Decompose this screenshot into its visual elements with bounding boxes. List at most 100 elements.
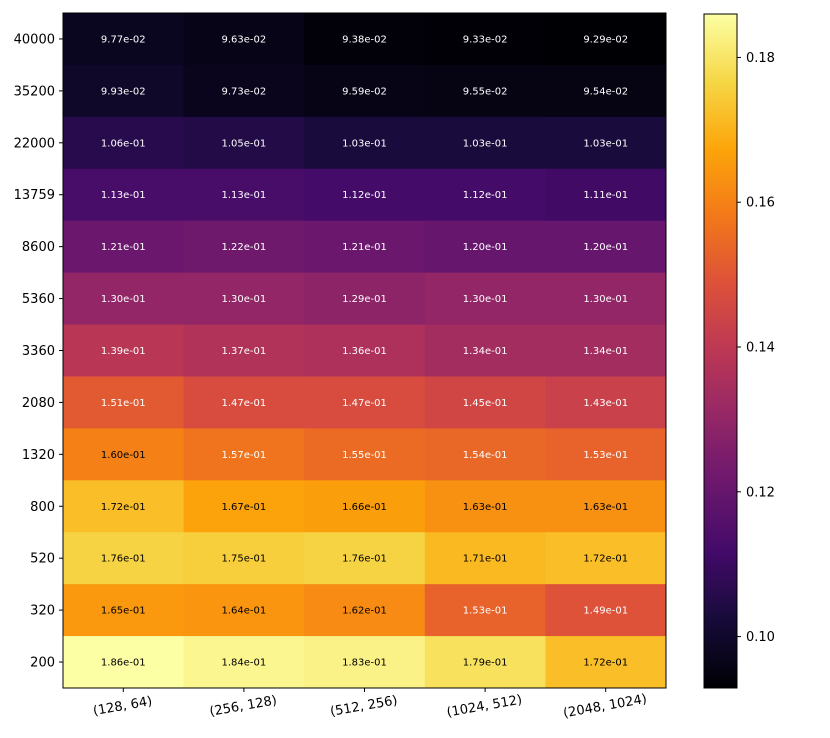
- heatmap-cell: [545, 584, 666, 637]
- colorbar-tick-label: 0.12: [746, 485, 775, 500]
- y-tick-label: 1320: [22, 448, 55, 463]
- heatmap-cell: [63, 168, 185, 222]
- heatmap-cell: [545, 376, 666, 429]
- cell-value-label: 1.03e-01: [342, 138, 387, 149]
- colorbar-tick-label: 0.14: [746, 341, 775, 356]
- heatmap-cell: [424, 532, 546, 585]
- colorbar-tick-label: 0.16: [746, 196, 775, 211]
- cell-value-label: 1.53e-01: [583, 450, 628, 461]
- cell-value-label: 1.22e-01: [222, 242, 267, 253]
- cell-value-label: 1.67e-01: [222, 502, 267, 513]
- cell-value-label: 1.75e-01: [222, 554, 267, 565]
- cell-value-label: 1.39e-01: [101, 346, 146, 357]
- cell-value-label: 1.72e-01: [583, 554, 628, 565]
- cell-value-label: 1.30e-01: [463, 294, 508, 305]
- cell-value-label: 1.53e-01: [463, 606, 508, 617]
- heatmap-cell: [63, 116, 185, 170]
- colorbar-tick-label: 0.10: [746, 630, 775, 645]
- cell-value-label: 9.59e-02: [342, 86, 387, 97]
- heatmap-cell: [545, 116, 666, 170]
- cell-value-label: 1.54e-01: [463, 450, 508, 461]
- heatmap-cell: [545, 636, 666, 688]
- heatmap-cell: [304, 636, 426, 688]
- heatmap-cell: [183, 116, 305, 170]
- cell-value-label: 1.47e-01: [342, 398, 387, 409]
- x-tick-label: (256, 128): [208, 693, 278, 720]
- colorbar-axis: 0.10 0.12 0.14 0.16 0.18: [737, 51, 775, 645]
- cell-value-label: 1.43e-01: [583, 398, 628, 409]
- y-tick-label: 200: [30, 656, 55, 671]
- cell-value-label: 1.60e-01: [101, 450, 146, 461]
- heatmap-cell: [424, 64, 546, 118]
- heatmap-cell: [183, 324, 305, 378]
- heatmap-cell: [304, 480, 426, 533]
- y-tick-label: 8600: [22, 240, 55, 255]
- y-axis: 40000 35200 22000 13759 8600 5360 3360 2080 1320…: [14, 32, 63, 671]
- heatmap-cell: [424, 168, 546, 222]
- cell-value-label: 9.38e-02: [342, 34, 387, 45]
- y-tick-label: 3360: [22, 344, 55, 359]
- cell-value-label: 1.12e-01: [342, 190, 387, 201]
- heatmap-cell-labels: 9.77e-02 9.63e-02 9.38e-02 9.33e-02 9.29e-02…: [101, 34, 628, 668]
- heatmap-cell: [304, 13, 426, 66]
- cell-value-label: 1.06e-01: [101, 138, 146, 149]
- cell-value-label: 1.30e-01: [583, 294, 628, 305]
- cell-value-label: 9.77e-02: [101, 34, 146, 45]
- heatmap-cell: [63, 584, 185, 637]
- cell-value-label: 1.29e-01: [342, 294, 387, 305]
- cell-value-label: 1.72e-01: [583, 658, 628, 669]
- heatmap-cell: [545, 168, 666, 222]
- heatmap-cell: [63, 324, 185, 378]
- heatmap-cell: [63, 64, 185, 118]
- heatmap-cell: [424, 636, 546, 688]
- x-tick-label: (128, 64): [92, 694, 153, 719]
- heatmap-cell: [424, 13, 546, 66]
- cell-value-label: 1.34e-01: [583, 346, 628, 357]
- colorbar-gradient: [703, 13, 738, 689]
- y-tick-label: 800: [30, 500, 55, 515]
- heatmap-cell: [424, 116, 546, 170]
- heatmap-cell: [424, 376, 546, 429]
- cell-value-label: 1.64e-01: [222, 606, 267, 617]
- heatmap-cells: [63, 13, 666, 688]
- cell-value-label: 1.12e-01: [463, 190, 508, 201]
- heatmap-cell: [63, 532, 185, 585]
- x-tick-label: (2048, 1024): [562, 692, 648, 721]
- heatmap-cell: [304, 272, 426, 326]
- y-tick-label: 320: [30, 604, 55, 619]
- heatmap-cell: [183, 532, 305, 585]
- y-tick-label: 520: [30, 552, 55, 567]
- heatmap-cell: [63, 220, 185, 274]
- heatmap-cell: [304, 532, 426, 585]
- cell-value-label: 1.79e-01: [463, 658, 508, 669]
- heatmap-cell: [183, 636, 305, 688]
- heatmap-cell: [545, 532, 666, 585]
- heatmap-cell: [424, 480, 546, 533]
- y-tick-label: 35200: [14, 84, 55, 99]
- cell-value-label: 1.45e-01: [463, 398, 508, 409]
- heatmap-cell: [424, 428, 546, 481]
- cell-value-label: 1.51e-01: [101, 398, 146, 409]
- cell-value-label: 1.55e-01: [342, 450, 387, 461]
- cell-value-label: 1.05e-01: [222, 138, 267, 149]
- heatmap-cell: [183, 64, 305, 118]
- heatmap-cell: [424, 324, 546, 378]
- cell-value-label: 1.49e-01: [583, 606, 628, 617]
- cell-value-label: 1.13e-01: [222, 190, 267, 201]
- heatmap-cell: [304, 116, 426, 170]
- cell-value-label: 1.72e-01: [101, 502, 146, 513]
- cell-value-label: 9.29e-02: [583, 34, 628, 45]
- cell-value-label: 9.63e-02: [222, 34, 267, 45]
- cell-value-label: 1.21e-01: [342, 242, 387, 253]
- heatmap-cell: [183, 272, 305, 326]
- cell-value-label: 1.37e-01: [222, 346, 267, 357]
- cell-value-label: 1.76e-01: [101, 554, 146, 565]
- x-tick-label: (512, 256): [329, 693, 399, 720]
- cell-value-label: 1.21e-01: [101, 242, 146, 253]
- y-tick-label: 40000: [14, 32, 55, 47]
- heatmap-cell: [304, 220, 426, 274]
- y-tick-label: 2080: [22, 396, 55, 411]
- cell-value-label: 1.76e-01: [342, 554, 387, 565]
- cell-value-label: 1.20e-01: [583, 242, 628, 253]
